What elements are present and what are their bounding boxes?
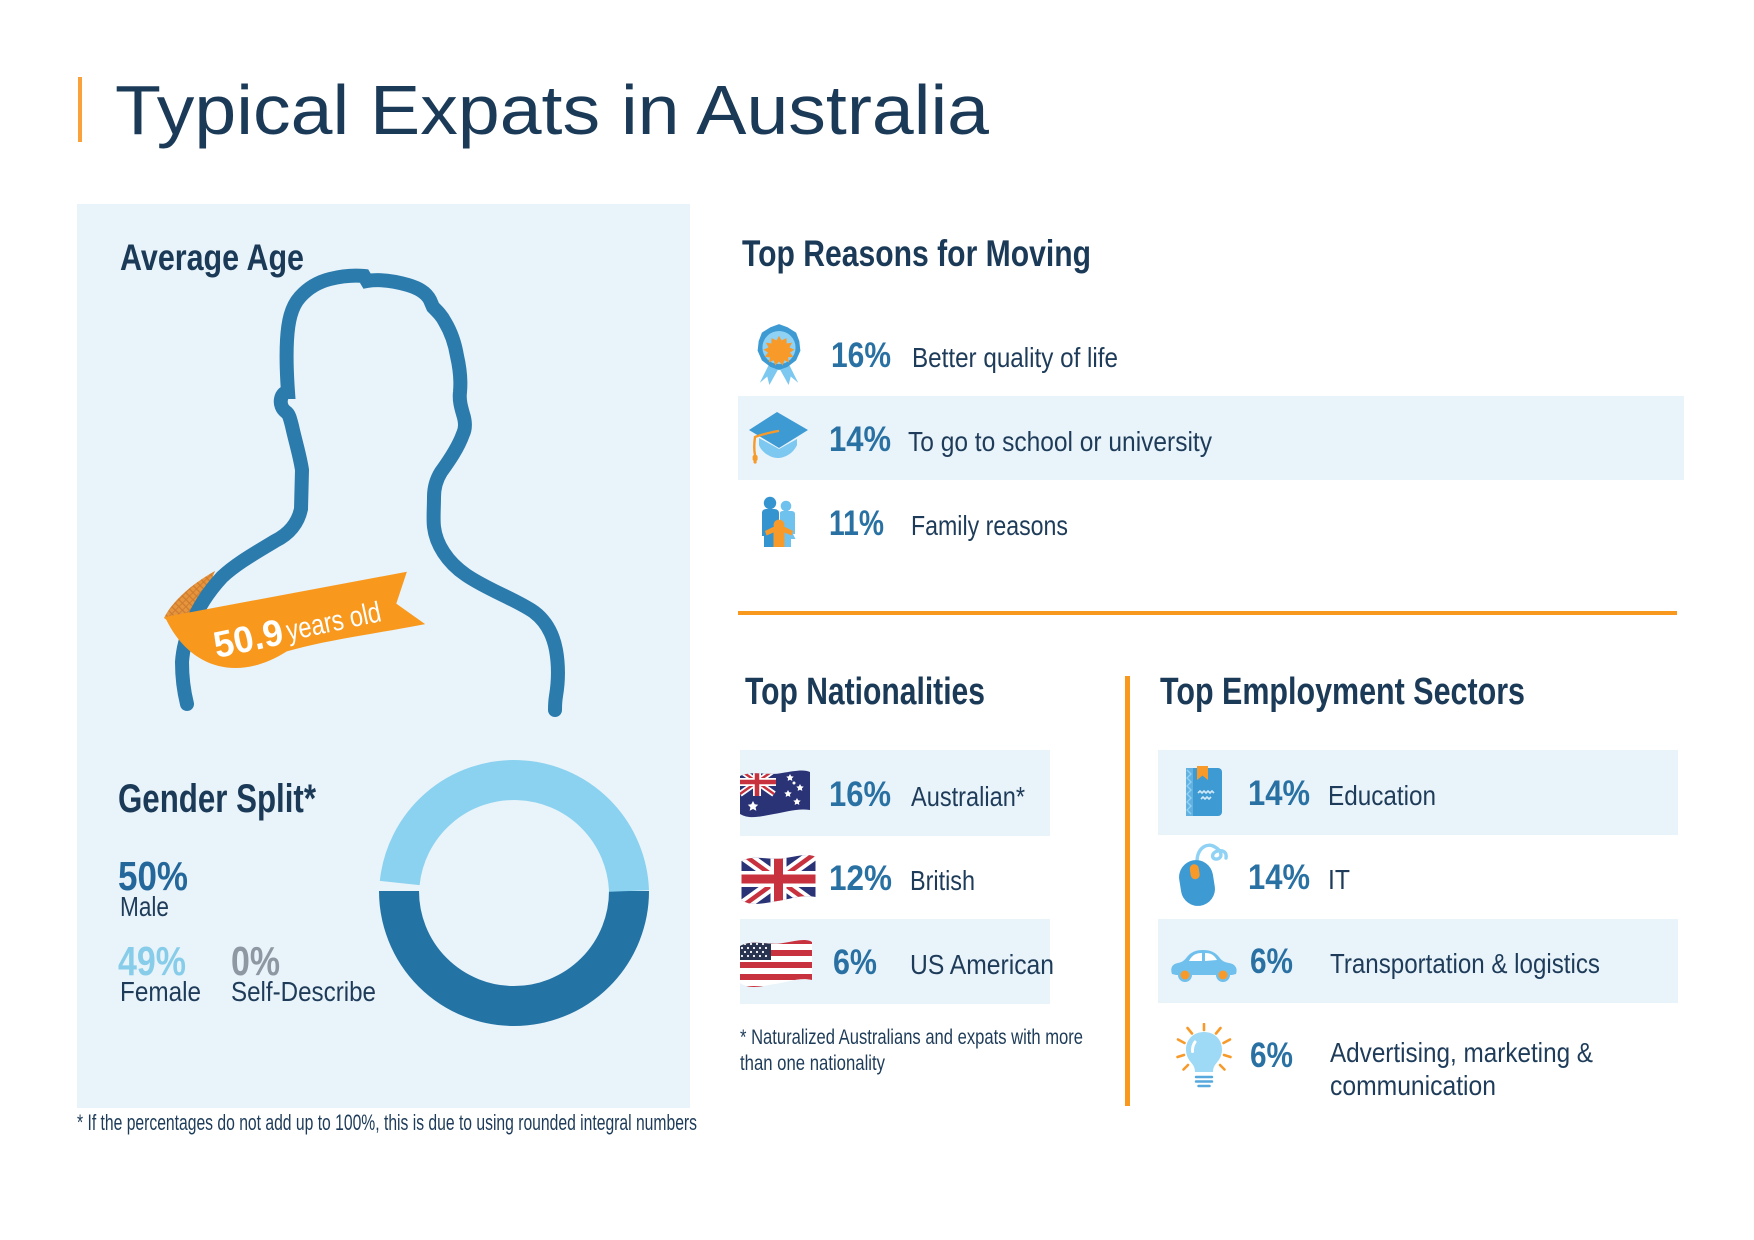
svg-text:Top Nationalities: Top Nationalities xyxy=(745,671,985,713)
svg-text:Better quality of life: Better quality of life xyxy=(912,342,1118,373)
svg-text:Top Reasons for Moving: Top Reasons for Moving xyxy=(742,233,1091,274)
svg-text:14%: 14% xyxy=(1248,858,1310,897)
svg-text:Education: Education xyxy=(1328,780,1436,811)
svg-text:Female: Female xyxy=(120,976,201,1007)
svg-text:Australian*: Australian* xyxy=(911,781,1025,812)
svg-text:Family reasons: Family reasons xyxy=(911,510,1068,541)
svg-text:than one nationality: than one nationality xyxy=(740,1052,885,1075)
svg-text:49%: 49% xyxy=(118,938,186,984)
svg-text:British: British xyxy=(910,865,975,896)
svg-text:0%: 0% xyxy=(231,938,280,984)
svg-text:Typical Expats in Australia: Typical Expats in Australia xyxy=(115,71,989,149)
svg-text:communication: communication xyxy=(1330,1070,1496,1101)
svg-text:16%: 16% xyxy=(829,775,891,814)
svg-text:IT: IT xyxy=(1328,864,1350,895)
svg-text:Top Employment Sectors: Top Employment Sectors xyxy=(1160,671,1525,713)
svg-text:14%: 14% xyxy=(829,420,891,459)
svg-text:Gender Split*: Gender Split* xyxy=(118,777,316,821)
svg-text:* If the percentages do not ad: * If the percentages do not add up to 10… xyxy=(77,1110,697,1135)
svg-text:6%: 6% xyxy=(833,943,877,982)
svg-text:50%: 50% xyxy=(118,853,188,899)
svg-text:11%: 11% xyxy=(829,504,884,543)
svg-text:6%: 6% xyxy=(1250,942,1293,981)
svg-text:12%: 12% xyxy=(829,859,892,898)
svg-text:US American: US American xyxy=(910,949,1054,980)
svg-text:Average Age: Average Age xyxy=(120,237,304,278)
svg-text:To go to school or university: To go to school or university xyxy=(908,426,1212,457)
svg-text:14%: 14% xyxy=(1248,774,1310,813)
svg-text:Male: Male xyxy=(120,891,169,922)
svg-text:6%: 6% xyxy=(1250,1036,1293,1075)
svg-text:Advertising, marketing &: Advertising, marketing & xyxy=(1330,1037,1593,1068)
svg-text:* Naturalized Australians and: * Naturalized Australians and expats wit… xyxy=(740,1026,1083,1049)
svg-text:16%: 16% xyxy=(831,336,891,375)
svg-text:Transportation & logistics: Transportation & logistics xyxy=(1330,948,1600,979)
svg-text:Self-Describe: Self-Describe xyxy=(231,976,376,1007)
